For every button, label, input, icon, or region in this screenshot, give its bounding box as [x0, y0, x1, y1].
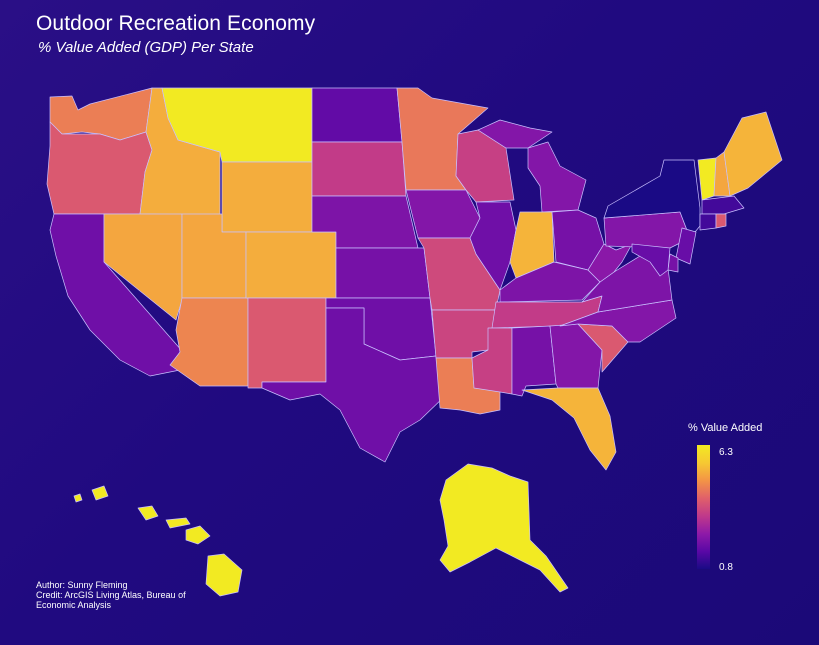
state-hi-oahu[interactable] — [137, 505, 159, 521]
state-pa[interactable] — [603, 211, 691, 249]
state-hi-niihau[interactable] — [73, 493, 83, 503]
state-wa[interactable] — [49, 87, 153, 141]
state-az[interactable] — [169, 297, 249, 387]
state-nj[interactable] — [675, 227, 697, 265]
state-ak[interactable] — [439, 463, 569, 593]
legend-color-ramp — [697, 445, 710, 569]
state-hi-maui[interactable] — [185, 525, 211, 545]
legend-min-label: 0.8 — [719, 562, 733, 573]
map-title: Outdoor Recreation Economy — [36, 12, 316, 35]
state-va[interactable] — [581, 255, 673, 313]
state-vt[interactable] — [697, 157, 717, 201]
state-co[interactable] — [245, 231, 337, 299]
map-subtitle: % Value Added (GDP) Per State — [38, 39, 254, 56]
state-hi-molokai[interactable] — [165, 517, 191, 529]
state-al[interactable] — [511, 325, 557, 397]
state-ct[interactable] — [699, 213, 717, 231]
state-nd[interactable] — [311, 87, 403, 143]
state-fl[interactable] — [521, 387, 617, 471]
state-ma[interactable] — [701, 195, 745, 215]
state-ri[interactable] — [715, 213, 727, 229]
state-md[interactable] — [631, 243, 671, 277]
state-mi[interactable] — [527, 141, 587, 213]
author-credit: Author: Sunny Fleming — [36, 580, 128, 590]
state-hi-big-island[interactable] — [205, 553, 243, 597]
state-nv[interactable] — [103, 213, 183, 321]
state-tx[interactable] — [261, 307, 447, 463]
state-hi-kauai[interactable] — [91, 485, 109, 501]
state-me[interactable] — [723, 111, 783, 197]
state-ia[interactable] — [405, 189, 481, 239]
data-source-credit: Credit: ArcGIS Living Atlas, Bureau of E… — [36, 590, 186, 610]
state-nm[interactable] — [247, 297, 327, 389]
legend-title: % Value Added — [688, 422, 763, 434]
state-mi-upper[interactable] — [477, 119, 553, 149]
state-or[interactable] — [46, 121, 153, 215]
credits: Author: Sunny Fleming Credit: ArcGIS Liv… — [36, 580, 216, 610]
state-sd[interactable] — [311, 141, 407, 197]
state-wy[interactable] — [221, 161, 313, 233]
state-ks[interactable] — [335, 247, 431, 299]
state-nc[interactable] — [559, 299, 677, 343]
legend-max-label: 6.3 — [719, 447, 733, 458]
